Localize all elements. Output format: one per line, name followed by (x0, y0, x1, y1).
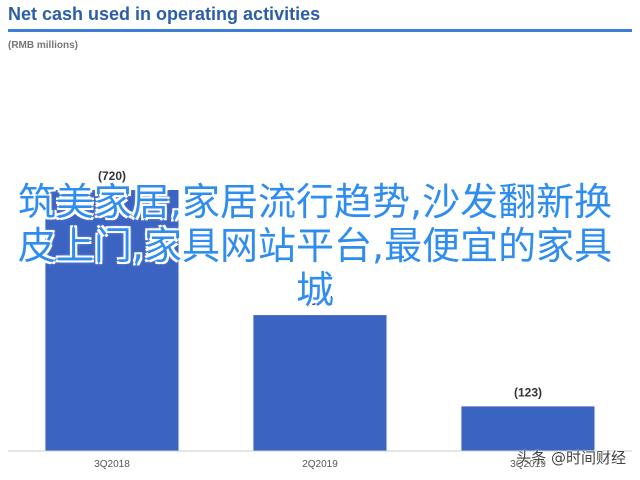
title-rule (8, 29, 632, 32)
bar-3Q2018 (45, 190, 179, 451)
x-tick-label-2Q2019: 2Q2019 (302, 459, 338, 470)
x-tick-label-3Q2019: 3Q2019 (510, 459, 546, 470)
bar-3Q2019 (461, 406, 595, 451)
data-label-3Q2019: (123) (514, 385, 542, 399)
x-tick-label-3Q2018: 3Q2018 (94, 459, 130, 470)
data-label-2Q2019: (375) (306, 294, 334, 308)
source-watermark: 头条 @时间财经 (516, 449, 626, 467)
chart-subtitle: (RMB millions) (8, 40, 78, 51)
bar-2Q2019 (253, 315, 387, 451)
chart-title: Net cash used in operating activities (8, 4, 321, 24)
data-label-3Q2018: (720) (98, 169, 126, 183)
labels-layer: (720) 3Q2018 (375) 2Q2019 (123) 3Q2019 (94, 169, 546, 470)
overlay-watermark-text: 筑美家居,家居流行趋势,沙发翻新换皮上门,家具网站平台,最便宜的家具城 (17, 180, 613, 312)
bars-layer (45, 190, 595, 451)
